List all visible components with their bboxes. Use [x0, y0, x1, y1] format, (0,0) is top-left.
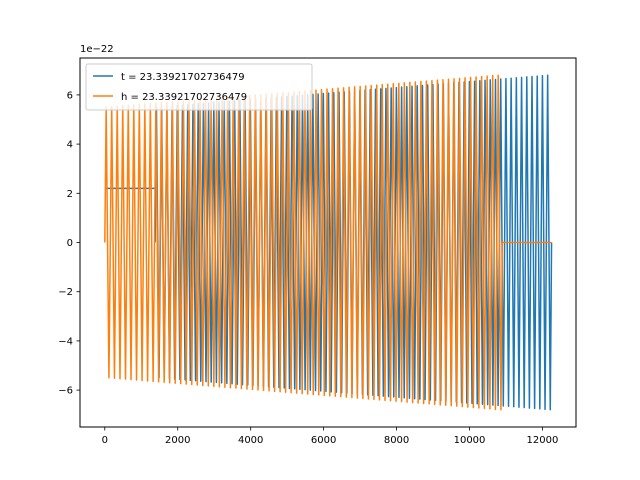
y-tick-label-0: −6: [58, 386, 73, 397]
legend-label-t: t = 23.33921702736479: [121, 72, 245, 83]
series-line-1: [104, 74, 552, 411]
legend-box: [85, 63, 313, 111]
x-tick-label-4: 8000: [384, 435, 409, 446]
legend: t = 23.33921702736479 h = 23.33921702736…: [85, 63, 313, 111]
x-axis: 0 2000 4000 6000 8000 10000 12000: [102, 427, 559, 446]
x-tick-label-0: 0: [102, 435, 108, 446]
x-tick-label-5: 10000: [454, 435, 486, 446]
x-tick-label-2: 4000: [238, 435, 263, 446]
legend-label-h: h = 23.33921702736479: [121, 92, 247, 103]
x-tick-label-1: 2000: [165, 435, 190, 446]
y-axis: −6 −4 −2 0 2 4 6: [58, 90, 80, 397]
x-tick-label-6: 12000: [527, 435, 559, 446]
y-tick-label-5: 4: [67, 140, 73, 151]
y-tick-label-3: 0: [67, 238, 73, 249]
y-tick-label-1: −4: [58, 336, 73, 347]
x-tick-label-3: 6000: [311, 435, 336, 446]
y-tick-label-6: 6: [67, 90, 73, 101]
y-tick-label-4: 2: [67, 189, 73, 200]
series-layer: [104, 74, 553, 411]
y-offset-text: 1e−22: [80, 44, 114, 55]
y-tick-label-2: −2: [58, 287, 73, 298]
